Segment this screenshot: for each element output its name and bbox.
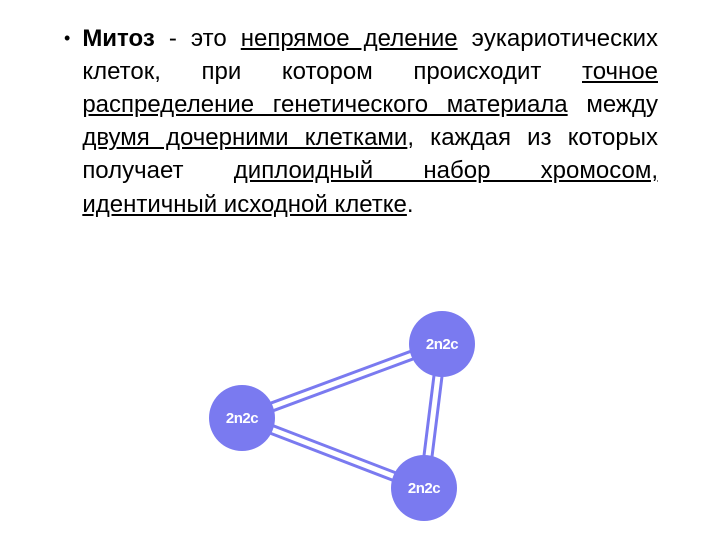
t4: . [407, 191, 414, 218]
u3: двумя дочерними клетками [82, 124, 407, 151]
t2: между [568, 91, 658, 118]
diagram-edge [272, 352, 410, 403]
slide: • Митоз - это непрямое деление эукариоти… [0, 0, 720, 540]
definition-text: • Митоз - это непрямое деление эукариоти… [62, 22, 658, 221]
mitosis-diagram: 2n2c 2n2c 2n2c [180, 310, 540, 520]
bullet-item: • Митоз - это непрямое деление эукариоти… [62, 22, 658, 221]
diagram-node-parent: 2n2c [209, 385, 275, 451]
bullet-marker: • [62, 22, 82, 221]
diagram-node-child1: 2n2c [409, 311, 475, 377]
diagram-edge [274, 359, 412, 410]
t0: это [191, 25, 241, 52]
diagram-edge [274, 426, 394, 472]
diagram-edge [271, 434, 391, 480]
term-mitoz: Митоз [82, 25, 154, 52]
dash: - [155, 25, 191, 52]
bullet-body: Митоз - это непрямое деление эукариотиче… [82, 22, 658, 221]
diagram-node-child2: 2n2c [391, 455, 457, 521]
u1: непрямое деление [241, 25, 458, 52]
